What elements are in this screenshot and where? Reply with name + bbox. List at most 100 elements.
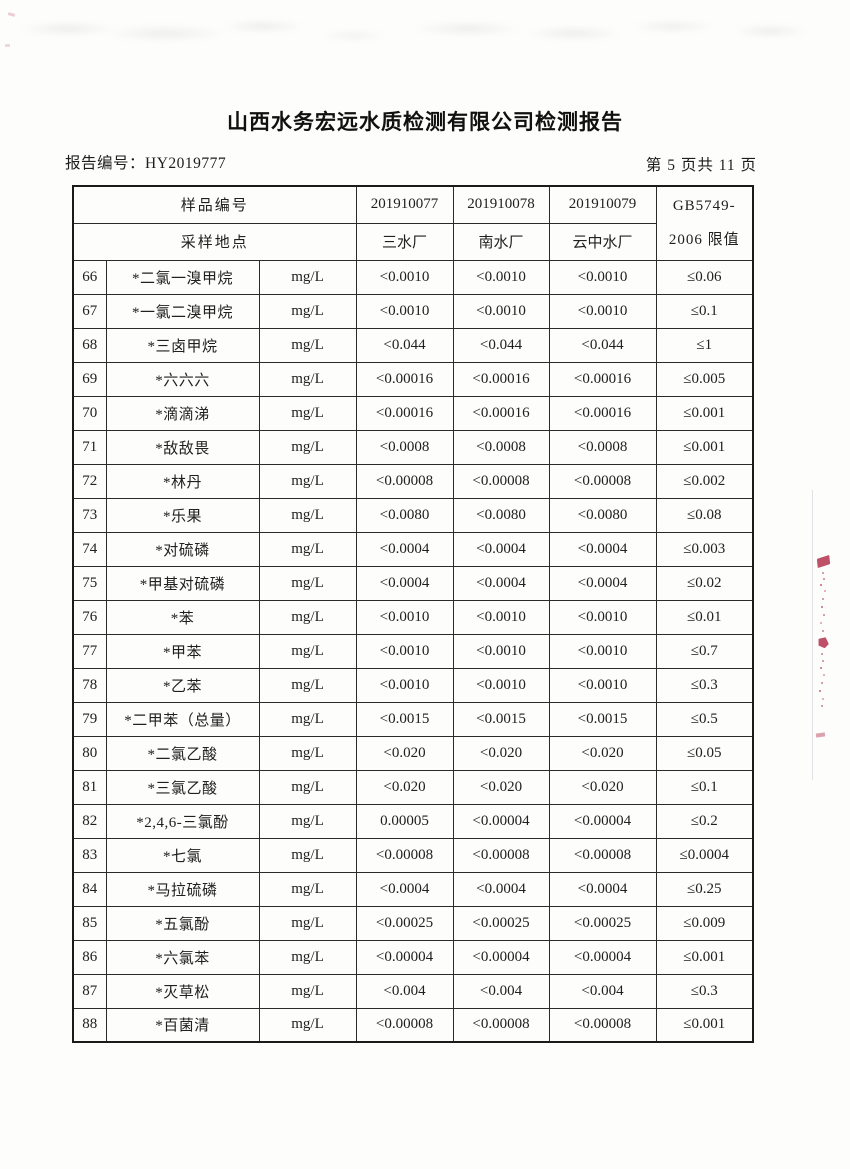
result-cell-plant2: <0.0004 <box>452 565 550 601</box>
limit-cell: ≤1 <box>655 327 754 363</box>
table-row: 88 *百菌清 mg/L <0.00008 <0.00008 <0.00008 ≤0.001 <box>72 1007 754 1043</box>
site-2: 南水厂 <box>452 222 550 261</box>
analyte-name-cell: *敌敌畏 <box>105 429 260 465</box>
scan-ghosting-artifact <box>18 8 836 54</box>
result-cell-plant2: <0.0010 <box>452 599 550 635</box>
table-row: 82 *2,4,6-三氯酚 mg/L 0.00005 <0.00004 <0.00004 ≤… <box>72 803 754 839</box>
unit-cell: mg/L <box>258 259 357 295</box>
result-cell-plant1: <0.0008 <box>355 429 454 465</box>
row-number-cell: 70 <box>72 395 107 431</box>
scan-speck <box>5 44 10 47</box>
result-cell-plant1: <0.020 <box>355 769 454 805</box>
result-cell-plant3: <0.004 <box>548 973 657 1009</box>
limit-cell: ≤0.05 <box>655 735 754 771</box>
analyte-name-cell: *三氯乙酸 <box>105 769 260 805</box>
result-cell-plant2: <0.0080 <box>452 497 550 533</box>
limit-cell: ≤0.001 <box>655 1007 754 1043</box>
table-row: 73 *乐果 mg/L <0.0080 <0.0080 <0.0080 ≤0.08 <box>72 497 754 533</box>
row-number-cell: 71 <box>72 429 107 465</box>
row-number-cell: 84 <box>72 871 107 907</box>
report-number: 报告编号：HY2019777 <box>65 155 227 172</box>
table-row: 75 *甲基对硫磷 mg/L <0.0004 <0.0004 <0.0004 ≤0.02 <box>72 565 754 601</box>
analyte-name-cell: *对硫磷 <box>105 531 260 567</box>
result-cell-plant3: <0.00008 <box>548 1007 657 1043</box>
sample-id-3: 201910079 <box>548 185 657 224</box>
table-row: 86 *六氯苯 mg/L <0.00004 <0.00004 <0.00004 ≤0.001 <box>72 939 754 975</box>
unit-cell: mg/L <box>258 701 357 737</box>
results-table-header: 样品编号 201910077 201910078 201910079 GB574… <box>72 185 754 261</box>
result-cell-plant1: <0.020 <box>355 735 454 771</box>
unit-cell: mg/L <box>258 327 357 363</box>
row-number-cell: 86 <box>72 939 107 975</box>
table-row: 80 *二氯乙酸 mg/L <0.020 <0.020 <0.020 ≤0.05 <box>72 735 754 771</box>
result-cell-plant3: <0.00004 <box>548 803 657 839</box>
result-cell-plant2: <0.00008 <box>452 837 550 873</box>
row-number-cell: 74 <box>72 531 107 567</box>
result-cell-plant3: <0.0010 <box>548 667 657 703</box>
result-cell-plant3: <0.00016 <box>548 395 657 431</box>
table-row: 72 *林丹 mg/L <0.00008 <0.00008 <0.00008 ≤0.002 <box>72 463 754 499</box>
table-row: 71 *敌敌畏 mg/L <0.0008 <0.0008 <0.0008 ≤0.001 <box>72 429 754 465</box>
results-tbody: 66 *二氯一溴甲烷 mg/L <0.0010 <0.0010 <0.0010 ≤0.06 6… <box>72 259 754 1043</box>
result-cell-plant1: <0.0010 <box>355 259 454 295</box>
result-cell-plant3: <0.00004 <box>548 939 657 975</box>
header-row-sample-id: 样品编号 201910077 201910078 201910079 GB574… <box>72 185 754 261</box>
limit-cell: ≤0.01 <box>655 599 754 635</box>
result-cell-plant1: <0.00025 <box>355 905 454 941</box>
results-table: 样品编号 201910077 201910078 201910079 GB574… <box>72 185 754 1043</box>
site-3: 云中水厂 <box>548 222 657 261</box>
analyte-name-cell: *甲苯 <box>105 633 260 669</box>
analyte-name-cell: *马拉硫磷 <box>105 871 260 907</box>
result-cell-plant1: <0.0004 <box>355 871 454 907</box>
limit-cell: ≤0.001 <box>655 429 754 465</box>
analyte-name-cell: *乙苯 <box>105 667 260 703</box>
table-row: 77 *甲苯 mg/L <0.0010 <0.0010 <0.0010 ≤0.7 <box>72 633 754 669</box>
result-cell-plant1: <0.00008 <box>355 837 454 873</box>
unit-cell: mg/L <box>258 1007 357 1043</box>
result-cell-plant2: <0.0010 <box>452 667 550 703</box>
header-row-site: 采样地点 三水厂 南水厂 云中水厂 <box>72 222 753 261</box>
limit-cell: ≤0.3 <box>655 973 754 1009</box>
analyte-name-cell: *甲基对硫磷 <box>105 565 260 601</box>
result-cell-plant2: <0.0008 <box>452 429 550 465</box>
row-number-cell: 81 <box>72 769 107 805</box>
result-cell-plant2: <0.0004 <box>452 871 550 907</box>
result-cell-plant2: <0.00016 <box>452 361 550 397</box>
result-cell-plant2: <0.0010 <box>452 259 550 295</box>
row-number-cell: 68 <box>72 327 107 363</box>
table-row: 84 *马拉硫磷 mg/L <0.0004 <0.0004 <0.0004 ≤0.25 <box>72 871 754 907</box>
row-number-cell: 78 <box>72 667 107 703</box>
red-stamp-fragment <box>815 732 826 738</box>
unit-cell: mg/L <box>258 905 357 941</box>
limit-cell: ≤0.5 <box>655 701 754 737</box>
result-cell-plant3: <0.0010 <box>548 293 657 329</box>
table-row: 69 *六六六 mg/L <0.00016 <0.00016 <0.00016 ≤0.005 <box>72 361 754 397</box>
result-cell-plant3: <0.0004 <box>548 871 657 907</box>
limit-cell: ≤0.003 <box>655 531 754 567</box>
table-row: 83 *七氯 mg/L <0.00008 <0.00008 <0.00008 ≤0.0004 <box>72 837 754 873</box>
sample-no-label: 样品编号 <box>72 185 357 224</box>
result-cell-plant2: <0.020 <box>452 769 550 805</box>
result-cell-plant2: <0.0004 <box>452 531 550 567</box>
table-row: 85 *五氯酚 mg/L <0.00025 <0.00025 <0.00025 ≤0.009 <box>72 905 754 941</box>
analyte-name-cell: *2,4,6-三氯酚 <box>105 803 260 839</box>
result-cell-plant2: <0.020 <box>452 735 550 771</box>
analyte-name-cell: *一氯二溴甲烷 <box>105 293 260 329</box>
row-number-cell: 83 <box>72 837 107 873</box>
result-cell-plant2: <0.0010 <box>452 293 550 329</box>
result-cell-plant2: <0.00004 <box>452 803 550 839</box>
analyte-name-cell: *七氯 <box>105 837 260 873</box>
result-cell-plant2: <0.0015 <box>452 701 550 737</box>
table-row: 78 *乙苯 mg/L <0.0010 <0.0010 <0.0010 ≤0.3 <box>72 667 754 703</box>
analyte-name-cell: *二氯一溴甲烷 <box>105 259 260 295</box>
result-cell-plant1: <0.0080 <box>355 497 454 533</box>
unit-cell: mg/L <box>258 565 357 601</box>
unit-cell: mg/L <box>258 973 357 1009</box>
table-row: 66 *二氯一溴甲烷 mg/L <0.0010 <0.0010 <0.0010 ≤0.06 <box>72 259 754 295</box>
row-number-cell: 76 <box>72 599 107 635</box>
result-cell-plant2: <0.004 <box>452 973 550 1009</box>
result-cell-plant3: <0.0080 <box>548 497 657 533</box>
result-cell-plant2: <0.00008 <box>452 1007 550 1043</box>
limit-cell: ≤0.002 <box>655 463 754 499</box>
